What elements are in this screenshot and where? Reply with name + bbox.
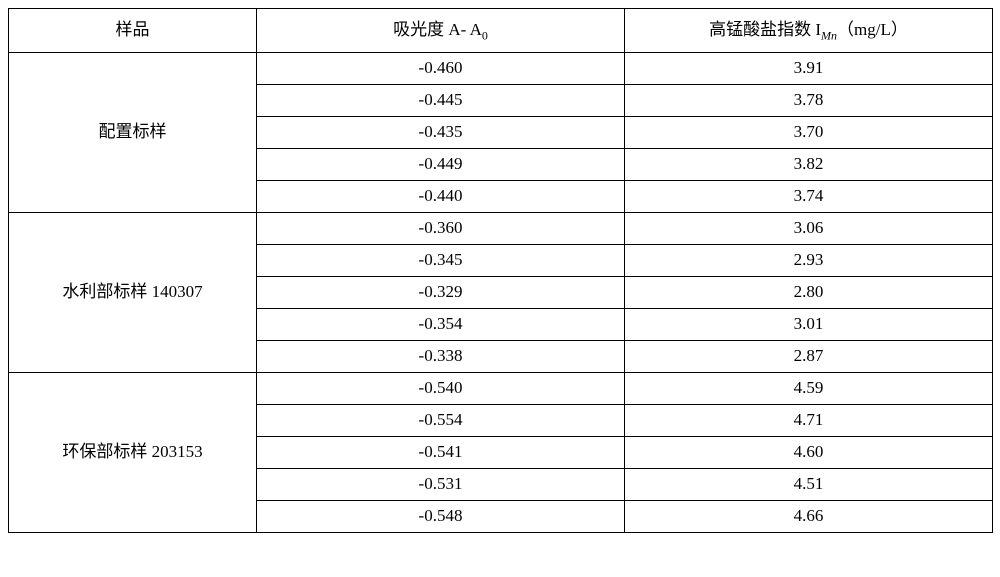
absorbance-cell: -0.540	[257, 373, 625, 405]
imn-cell: 4.59	[625, 373, 993, 405]
imn-cell: 3.82	[625, 149, 993, 181]
imn-cell: 2.93	[625, 245, 993, 277]
table-row: 水利部标样 140307 -0.360 3.06	[9, 213, 993, 245]
absorbance-cell: -0.329	[257, 277, 625, 309]
absorbance-cell: -0.460	[257, 53, 625, 85]
absorbance-cell: -0.541	[257, 437, 625, 469]
absorbance-cell: -0.445	[257, 85, 625, 117]
header-sample: 样品	[9, 9, 257, 53]
imn-cell: 4.51	[625, 469, 993, 501]
data-table: 样品 吸光度 A- A0 高锰酸盐指数 IMn（mg/L） 配置标样 -0.46…	[8, 8, 993, 533]
imn-cell: 3.78	[625, 85, 993, 117]
header-row: 样品 吸光度 A- A0 高锰酸盐指数 IMn（mg/L）	[9, 9, 993, 53]
imn-cell: 3.70	[625, 117, 993, 149]
absorbance-cell: -0.440	[257, 181, 625, 213]
absorbance-cell: -0.360	[257, 213, 625, 245]
imn-cell: 4.60	[625, 437, 993, 469]
absorbance-cell: -0.345	[257, 245, 625, 277]
imn-cell: 2.80	[625, 277, 993, 309]
absorbance-cell: -0.531	[257, 469, 625, 501]
imn-cell: 3.91	[625, 53, 993, 85]
sample-label: 配置标样	[9, 53, 257, 213]
absorbance-cell: -0.338	[257, 341, 625, 373]
header-imn: 高锰酸盐指数 IMn（mg/L）	[625, 9, 993, 53]
absorbance-cell: -0.548	[257, 501, 625, 533]
sample-label: 水利部标样 140307	[9, 213, 257, 373]
header-absorbance: 吸光度 A- A0	[257, 9, 625, 53]
imn-cell: 3.74	[625, 181, 993, 213]
absorbance-cell: -0.435	[257, 117, 625, 149]
table-row: 配置标样 -0.460 3.91	[9, 53, 993, 85]
table-row: 环保部标样 203153 -0.540 4.59	[9, 373, 993, 405]
absorbance-cell: -0.449	[257, 149, 625, 181]
imn-cell: 3.06	[625, 213, 993, 245]
imn-cell: 2.87	[625, 341, 993, 373]
absorbance-cell: -0.354	[257, 309, 625, 341]
imn-cell: 4.66	[625, 501, 993, 533]
table-body: 配置标样 -0.460 3.91 -0.445 3.78 -0.435 3.70…	[9, 53, 993, 533]
absorbance-cell: -0.554	[257, 405, 625, 437]
imn-cell: 3.01	[625, 309, 993, 341]
imn-cell: 4.71	[625, 405, 993, 437]
sample-label: 环保部标样 203153	[9, 373, 257, 533]
